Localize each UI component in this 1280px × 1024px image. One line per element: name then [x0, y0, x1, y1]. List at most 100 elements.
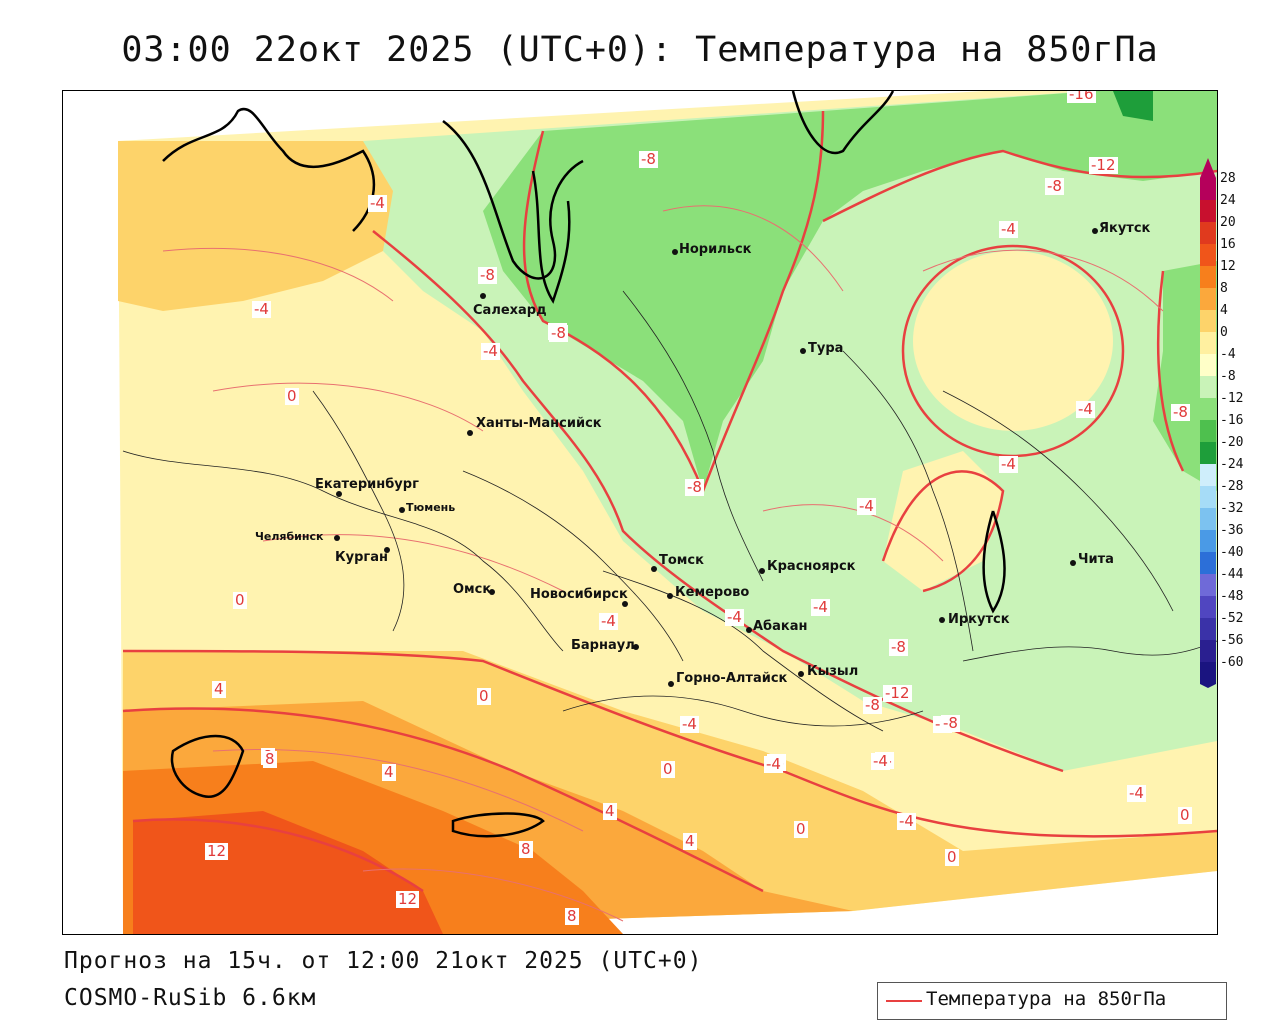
- city-label-gorno-altaysk: Горно-Алтайск: [676, 671, 788, 686]
- colorbar-tick-label: 20: [1220, 215, 1236, 230]
- city-dot-novosibirsk: [622, 601, 628, 607]
- isotherm-label: -16: [1067, 91, 1096, 103]
- city-label-barnaul: Барнаул: [571, 638, 635, 653]
- colorbar-tick-label: -52: [1220, 611, 1244, 626]
- colorbar-swatch: [1200, 530, 1216, 552]
- city-label-salekhard: Салехард: [473, 303, 547, 318]
- colorbar-tick-label: -8: [1220, 369, 1236, 384]
- colorbar-swatch: [1200, 508, 1216, 530]
- colorbar-swatch: [1200, 200, 1216, 222]
- legend-label: Температура на 850гПа: [926, 988, 1167, 1010]
- colorbar-tick-label: -16: [1220, 413, 1244, 428]
- colorbar-tick-label: -28: [1220, 479, 1244, 494]
- city-dot-yekaterinburg: [336, 491, 342, 497]
- isotherm-label: 8: [263, 750, 277, 768]
- colorbar-swatch: [1200, 486, 1216, 508]
- city-dot-norilsk: [672, 249, 678, 255]
- isotherm-label: 0: [945, 848, 959, 866]
- isotherm-label: 0: [794, 820, 808, 838]
- colorbar-swatch: [1200, 310, 1216, 332]
- colorbar-swatch: [1200, 464, 1216, 486]
- isotherm-label: -4: [871, 752, 890, 770]
- colorbar-swatch: [1200, 244, 1216, 266]
- city-label-yekaterinburg: Екатеринбург: [315, 477, 419, 492]
- colorbar-swatch: [1200, 288, 1216, 310]
- isotherm-label: 8: [565, 907, 579, 925]
- city-dot-omsk: [489, 589, 495, 595]
- isotherm-label: 4: [382, 763, 396, 781]
- colorbar-tick-label: -12: [1220, 391, 1244, 406]
- colorbar-tick-label: -24: [1220, 457, 1244, 472]
- isotherm-label: -8: [685, 478, 704, 496]
- colorbar: [1198, 158, 1218, 688]
- isotherm-label: -4: [897, 812, 916, 830]
- legend: Температура на 850гПа: [877, 982, 1227, 1020]
- city-label-kurgan: Курган: [335, 550, 388, 565]
- colorbar-swatch: [1200, 420, 1216, 442]
- map-panel[interactable]: Норильск Якутск Салехард Тура Ханты-Манс…: [62, 90, 1218, 935]
- city-label-chelyabinsk: Челябинск: [255, 530, 324, 543]
- colorbar-swatch: [1200, 552, 1216, 574]
- city-dot-tyumen: [399, 507, 405, 513]
- city-label-tura: Тура: [808, 341, 844, 356]
- city-dot-irkutsk: [939, 617, 945, 623]
- colorbar-tick-label: 28: [1220, 171, 1236, 186]
- legend-line-swatch: [886, 1000, 922, 1002]
- colorbar-tick-label: -4: [1220, 347, 1236, 362]
- isotherm-label: -8: [478, 266, 497, 284]
- city-dot-kemerovo: [667, 593, 673, 599]
- isotherm-label: -8: [1171, 403, 1190, 421]
- colorbar-tick-label: 4: [1220, 303, 1228, 318]
- city-dot-barnaul: [633, 644, 639, 650]
- city-dot-kurgan: [384, 547, 390, 553]
- isotherm-label: -4: [1076, 400, 1095, 418]
- city-dot-chelyabinsk: [334, 535, 340, 541]
- isotherm-label: -4: [811, 598, 830, 616]
- isotherm-label: -4: [368, 194, 387, 212]
- isotherm-label: -8: [549, 324, 568, 342]
- colorbar-swatch: [1200, 332, 1216, 354]
- city-dot-tura: [800, 348, 806, 354]
- colorbar-swatch: [1200, 354, 1216, 376]
- isotherm-label: -4: [481, 342, 500, 360]
- colorbar-tick-label: -56: [1220, 633, 1244, 648]
- colorbar-swatch: [1200, 640, 1216, 662]
- city-label-kemerovo: Кемерово: [675, 585, 750, 600]
- city-dot-salekhard: [480, 293, 486, 299]
- city-dot-abakan: [746, 627, 752, 633]
- isotherm-label: 4: [683, 832, 697, 850]
- temperature-field: [118, 91, 1217, 934]
- isotherm-label: -4: [599, 612, 618, 630]
- colorbar-tick-label: 16: [1220, 237, 1236, 252]
- city-label-chita: Чита: [1078, 552, 1114, 567]
- isotherm-label: 0: [1178, 806, 1192, 824]
- isotherm-label: 0: [661, 760, 675, 778]
- isotherm-label: -8: [941, 714, 960, 732]
- isotherm-label: 4: [603, 802, 617, 820]
- isotherm-label: -4: [857, 497, 876, 515]
- colorbar-tick-label: -36: [1220, 523, 1244, 538]
- colorbar-tick-label: 0: [1220, 325, 1228, 340]
- city-dot-tomsk: [651, 566, 657, 572]
- city-label-novosibirsk: Новосибирск: [530, 587, 628, 602]
- isotherm-label: 4: [212, 680, 226, 698]
- city-label-kyzyl: Кызыл: [807, 664, 859, 679]
- city-label-norilsk: Норильск: [679, 242, 752, 257]
- model-name: COSMO-RuSib 6.6км: [64, 985, 317, 1011]
- colorbar-tick-label: -32: [1220, 501, 1244, 516]
- city-label-khanty-mansiysk: Ханты-Мансийск: [476, 416, 602, 431]
- isotherm-label: -4: [764, 755, 783, 773]
- city-label-irkutsk: Иркутск: [948, 612, 1010, 627]
- isotherm-label: 0: [477, 687, 491, 705]
- city-dot-krasnoyarsk: [759, 568, 765, 574]
- colorbar-top-arrow: [1200, 158, 1216, 178]
- colorbar-tick-label: 12: [1220, 259, 1236, 274]
- colorbar-swatch: [1200, 266, 1216, 288]
- city-dot-khanty-mansiysk: [467, 430, 473, 436]
- colorbar-swatch: [1200, 222, 1216, 244]
- forecast-info: Прогноз на 15ч. от 12:00 21окт 2025 (UTC…: [64, 948, 703, 974]
- isotherm-label: -12: [1089, 156, 1118, 174]
- city-dot-chita: [1070, 560, 1076, 566]
- isotherm-label: -12: [883, 684, 912, 702]
- colorbar-swatch: [1200, 596, 1216, 618]
